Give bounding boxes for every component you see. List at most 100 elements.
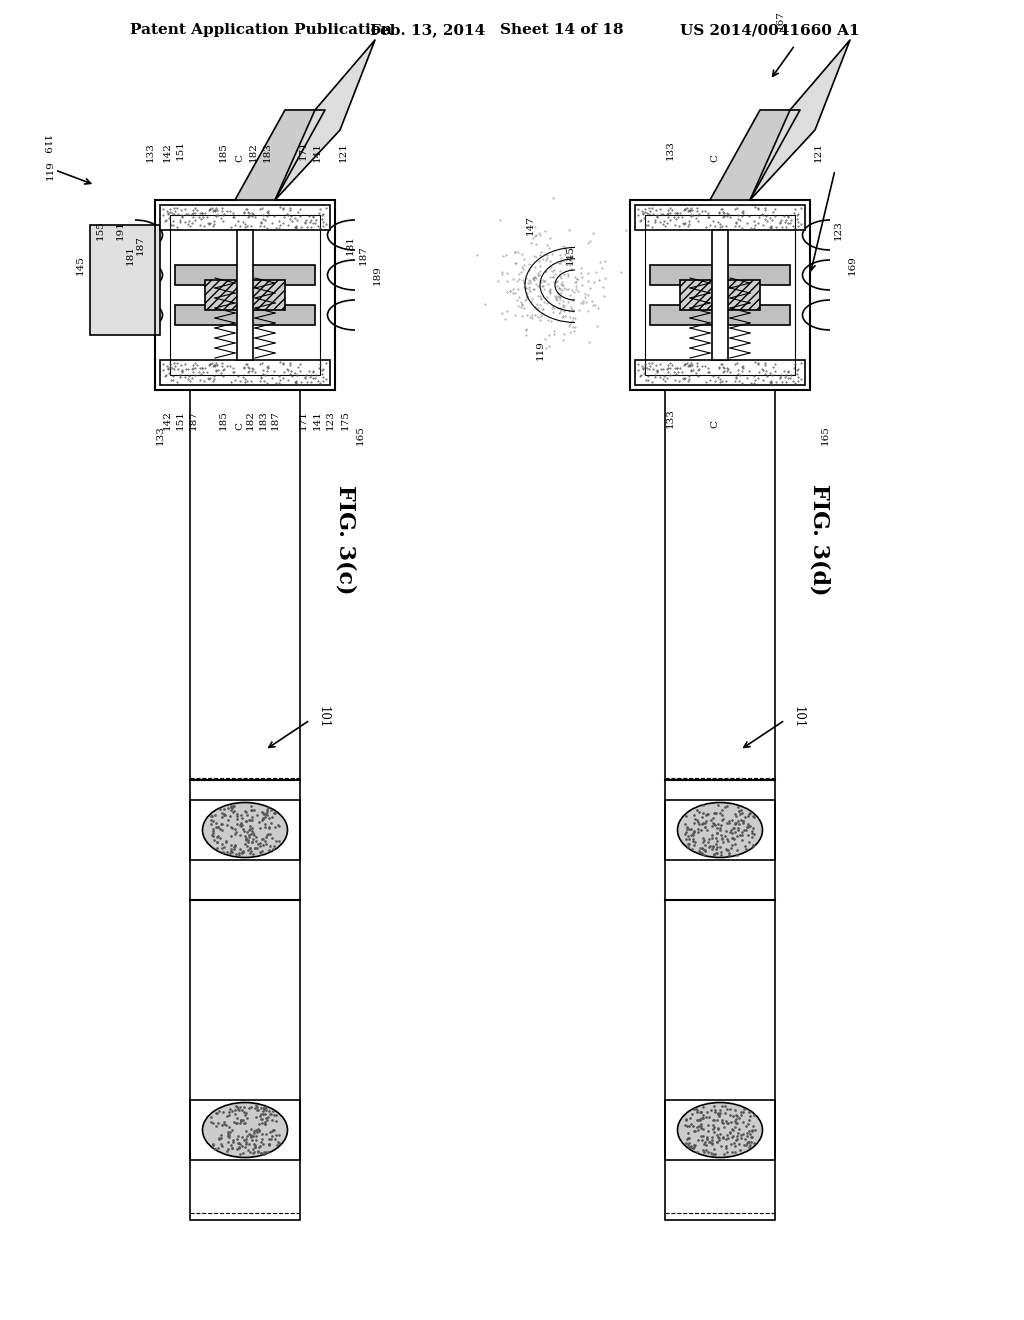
Text: FIG. 3(c): FIG. 3(c) bbox=[334, 486, 356, 595]
Point bbox=[685, 805, 701, 826]
Point bbox=[190, 206, 207, 227]
Point bbox=[245, 843, 261, 865]
Point bbox=[317, 214, 334, 235]
Point bbox=[275, 207, 292, 228]
Point bbox=[241, 206, 257, 227]
Point bbox=[254, 1134, 270, 1155]
Point bbox=[779, 213, 796, 234]
Point bbox=[540, 293, 556, 314]
Point bbox=[715, 362, 731, 383]
Point bbox=[205, 201, 221, 222]
Point bbox=[580, 263, 596, 284]
Point bbox=[229, 366, 246, 387]
Point bbox=[528, 224, 545, 246]
Point bbox=[659, 362, 676, 383]
Point bbox=[244, 1129, 260, 1150]
Point bbox=[662, 352, 678, 374]
Point bbox=[223, 1101, 240, 1122]
Point bbox=[525, 246, 542, 267]
Point bbox=[530, 264, 547, 285]
Point bbox=[530, 263, 547, 284]
Point bbox=[713, 214, 729, 235]
Point bbox=[202, 213, 218, 234]
Point bbox=[310, 371, 327, 392]
Point bbox=[763, 372, 779, 393]
Point bbox=[293, 216, 309, 238]
Point bbox=[550, 292, 566, 313]
Point bbox=[716, 203, 732, 224]
Point bbox=[545, 301, 561, 322]
Point bbox=[190, 362, 207, 383]
Point bbox=[210, 359, 226, 380]
Point bbox=[724, 828, 740, 849]
Point bbox=[580, 285, 596, 306]
Bar bbox=[160, 205, 330, 230]
Point bbox=[750, 198, 766, 219]
Point bbox=[216, 805, 232, 826]
Point bbox=[233, 842, 250, 863]
Point bbox=[237, 825, 253, 846]
Point bbox=[526, 304, 543, 325]
Bar bbox=[635, 205, 805, 230]
Point bbox=[232, 812, 249, 833]
Point bbox=[700, 206, 717, 227]
Point bbox=[730, 364, 746, 385]
Point bbox=[573, 267, 590, 288]
Point bbox=[210, 825, 226, 846]
Point bbox=[720, 840, 736, 861]
Point bbox=[679, 1129, 695, 1150]
Point bbox=[697, 1139, 714, 1160]
Text: 169: 169 bbox=[848, 255, 856, 275]
Point bbox=[155, 359, 171, 380]
Point bbox=[679, 818, 695, 840]
Point bbox=[532, 271, 549, 292]
Point bbox=[772, 210, 788, 231]
Point bbox=[583, 277, 599, 298]
Point bbox=[204, 809, 220, 830]
Point bbox=[564, 298, 581, 319]
Point bbox=[239, 371, 255, 392]
Point bbox=[555, 330, 571, 351]
Point bbox=[305, 213, 322, 234]
Point bbox=[242, 838, 258, 859]
Text: 185: 185 bbox=[218, 143, 227, 162]
Point bbox=[224, 842, 241, 863]
Point bbox=[741, 832, 758, 853]
Point bbox=[654, 368, 671, 389]
Point bbox=[556, 239, 572, 260]
Point bbox=[578, 292, 594, 313]
Point bbox=[310, 202, 327, 223]
Point bbox=[245, 359, 261, 380]
Point bbox=[313, 363, 330, 384]
Point bbox=[682, 199, 698, 220]
Point bbox=[721, 813, 737, 834]
Point bbox=[726, 1117, 742, 1138]
Point bbox=[243, 370, 259, 391]
Point bbox=[266, 817, 283, 838]
Point bbox=[216, 358, 232, 379]
Point bbox=[683, 1135, 699, 1156]
Point bbox=[572, 293, 589, 314]
Point bbox=[248, 1106, 264, 1127]
Point bbox=[245, 1143, 261, 1164]
Point bbox=[709, 836, 725, 857]
Point bbox=[679, 215, 695, 236]
Point bbox=[694, 1107, 711, 1129]
Point bbox=[206, 829, 222, 850]
Point bbox=[222, 1122, 239, 1143]
Point bbox=[249, 1100, 265, 1121]
Point bbox=[158, 364, 174, 385]
Text: 185: 185 bbox=[218, 411, 227, 430]
Point bbox=[542, 325, 558, 346]
Point bbox=[220, 1104, 237, 1125]
Point bbox=[735, 1123, 752, 1144]
Point bbox=[711, 1106, 727, 1127]
Point bbox=[208, 1102, 224, 1123]
Point bbox=[231, 1113, 248, 1134]
Point bbox=[545, 267, 561, 288]
Point bbox=[763, 372, 779, 393]
Point bbox=[228, 821, 245, 842]
Point bbox=[212, 818, 228, 840]
Point bbox=[166, 203, 182, 224]
Point bbox=[635, 203, 651, 224]
